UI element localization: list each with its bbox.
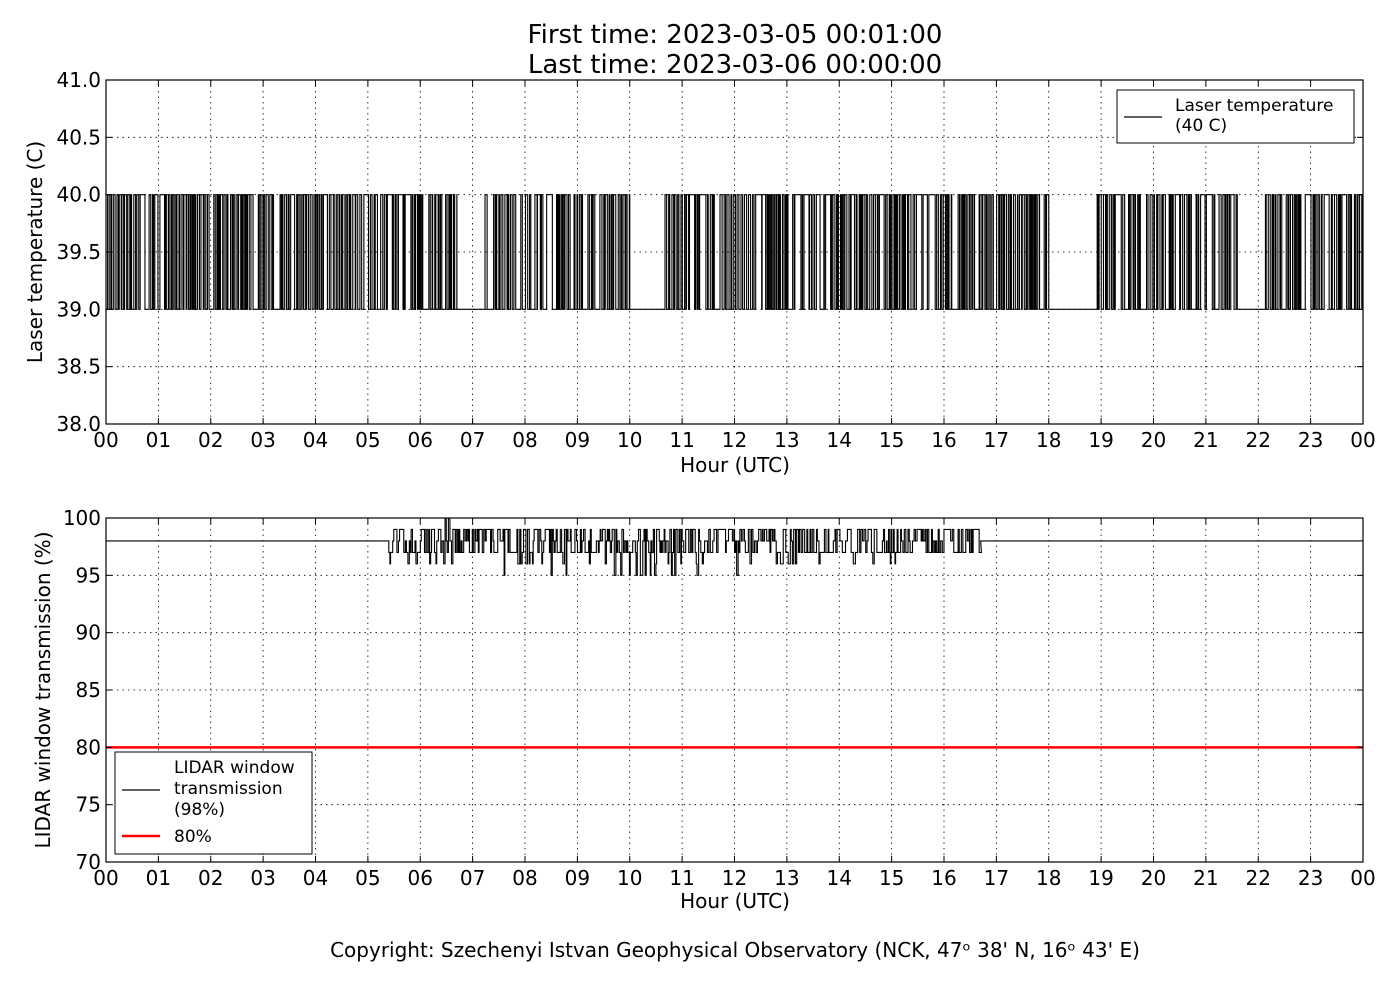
bottom-x-tick-label: 19 [1088,866,1113,890]
bottom-x-tick-label: 13 [774,866,799,890]
top-x-tick-label: 11 [669,428,694,452]
top-x-tick-label: 04 [303,428,328,452]
bottom-ticks: 00 01 02 03 04 05 06 07 08 09 10 11 12 13 14 15 16 17 18 19… [63,506,1376,890]
bottom-x-tick-label: 07 [460,866,485,890]
top-x-axis-label: Hour (UTC) [680,453,790,477]
top-x-tick-label: 20 [1141,428,1166,452]
top-x-tick-label: 21 [1193,428,1218,452]
laser-temperature-line [106,194,1364,310]
top-legend-label-line-1: Laser temperature [1175,96,1333,116]
bottom-x-tick-label: 02 [198,866,223,890]
top-x-tick-label: 13 [774,428,799,452]
bottom-x-tick-label: 01 [146,866,171,890]
top-y-tick-label: 40.0 [56,183,101,207]
bottom-y-tick-label: 75 [76,793,101,817]
top-x-tick-label: 12 [722,428,747,452]
bottom-legend-label-2: 80% [174,827,212,847]
bottom-y-axis-label: LIDAR window transmission (%) [31,532,55,849]
bottom-x-tick-label: 22 [1246,866,1271,890]
top-x-tick-label: 01 [146,428,171,452]
top-x-tick-label: 10 [617,428,642,452]
top-x-tick-label: 02 [198,428,223,452]
lidar-transmission-plot: 00 01 02 03 04 05 06 07 08 09 10 11 12 13 14 15 16 17 18 19… [31,506,1376,913]
bottom-y-tick-label: 90 [76,621,101,645]
bottom-y-tick-label: 70 [76,850,101,874]
top-x-tick-label: 00 [1350,428,1375,452]
top-x-tick-label: 18 [1036,428,1061,452]
top-y-tick-label: 38.0 [56,412,101,436]
top-x-tick-label: 00 [93,428,118,452]
bottom-x-tick-label: 15 [879,866,904,890]
top-ticks: 00 01 02 03 04 05 06 07 08 09 10 11 12 13 14 15 16 17 18 19… [56,68,1375,452]
top-x-tick-label: 22 [1246,428,1271,452]
top-y-tick-label: 39.5 [56,240,101,264]
bottom-x-tick-label: 04 [303,866,328,890]
top-x-tick-label: 14 [827,428,852,452]
bottom-y-tick-label: 100 [63,506,101,530]
top-y-tick-label: 40.5 [56,125,101,149]
bottom-x-tick-label: 00 [1350,866,1375,890]
bottom-x-tick-label: 16 [931,866,956,890]
bottom-y-tick-label: 80 [76,735,101,759]
bottom-x-tick-label: 10 [617,866,642,890]
bottom-x-tick-label: 21 [1193,866,1218,890]
copyright-text: Copyright: Szechenyi Istvan Geophysical … [330,938,1140,962]
bottom-legend-label-1-line-1: LIDAR window [174,758,295,778]
bottom-x-tick-label: 06 [408,866,433,890]
laser-temperature-series [106,194,1364,310]
chart-title-line-2: Last time: 2023-03-06 00:00:00 [528,50,942,80]
top-x-tick-label: 23 [1298,428,1323,452]
lidar-transmission-series [106,517,1363,576]
top-x-tick-label: 03 [250,428,275,452]
bottom-x-tick-label: 09 [565,866,590,890]
top-y-tick-label: 38.5 [56,355,101,379]
bottom-x-tick-label: 03 [250,866,275,890]
laser-temperature-plot: 00 01 02 03 04 05 06 07 08 09 10 11 12 13 14 15 16 17 18 19… [23,68,1376,477]
top-x-tick-label: 06 [408,428,433,452]
chart-title-line-1: First time: 2023-03-05 00:01:00 [528,20,943,50]
top-y-axis-label: Laser temperature (C) [23,141,47,363]
bottom-x-tick-label: 17 [984,866,1009,890]
top-legend: Laser temperature (40 C) [1116,89,1355,144]
lidar-transmission-line [106,517,1363,576]
top-x-tick-label: 07 [460,428,485,452]
top-x-tick-label: 09 [565,428,590,452]
top-x-tick-label: 05 [355,428,380,452]
bottom-y-tick-label: 95 [76,563,101,587]
bottom-x-axis-label: Hour (UTC) [680,889,790,913]
bottom-x-tick-label: 00 [93,866,118,890]
top-x-tick-label: 08 [512,428,537,452]
bottom-legend: LIDAR window transmission (98%) 80% [114,751,313,855]
bottom-x-tick-label: 12 [722,866,747,890]
bottom-y-tick-label: 85 [76,678,101,702]
bottom-legend-label-1-line-2: transmission [174,779,283,799]
bottom-x-tick-label: 14 [827,866,852,890]
bottom-legend-label-1-line-3: (98%) [174,800,225,820]
bottom-x-tick-label: 23 [1298,866,1323,890]
bottom-x-tick-label: 11 [669,866,694,890]
top-legend-label-line-2: (40 C) [1175,116,1227,136]
bottom-x-tick-label: 08 [512,866,537,890]
bottom-x-tick-label: 20 [1141,866,1166,890]
top-x-tick-label: 17 [984,428,1009,452]
top-y-tick-label: 41.0 [56,68,101,92]
top-x-tick-label: 16 [931,428,956,452]
bottom-x-tick-label: 18 [1036,866,1061,890]
top-x-tick-label: 19 [1088,428,1113,452]
top-x-tick-label: 15 [879,428,904,452]
top-y-tick-label: 39.0 [56,297,101,321]
bottom-x-tick-label: 05 [355,866,380,890]
